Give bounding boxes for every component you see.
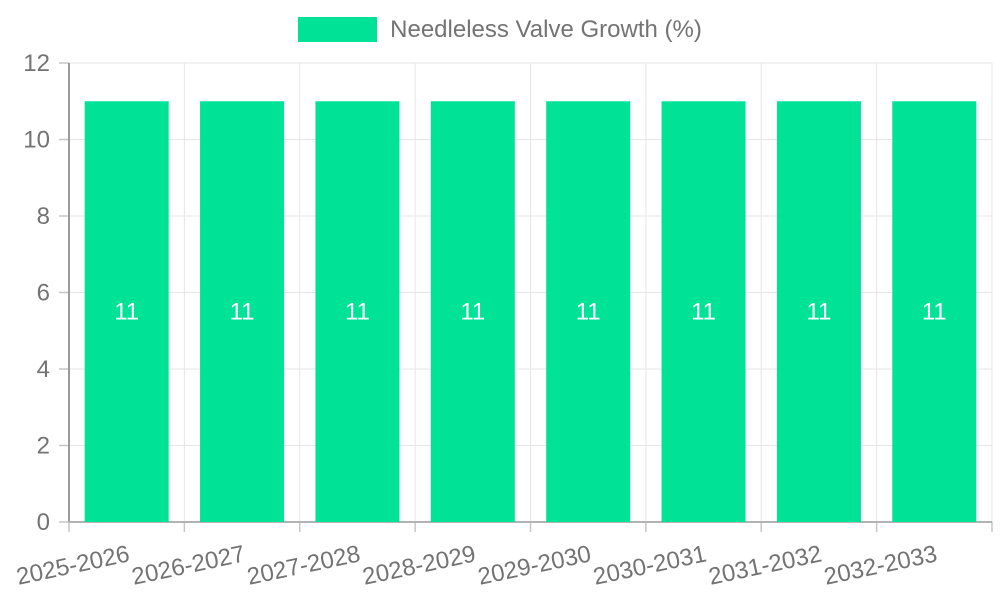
bar[interactable] — [200, 101, 285, 522]
bar[interactable] — [84, 101, 169, 522]
y-axis-tick-label: 10 — [23, 127, 50, 154]
bar-value-label: 11 — [691, 299, 716, 326]
bar-value-label: 11 — [230, 299, 255, 326]
bar-value-label: 11 — [806, 299, 831, 326]
x-axis-tick-label: 2031-2032 — [706, 540, 824, 590]
legend-swatch — [298, 17, 378, 42]
y-axis-tick-label: 4 — [37, 356, 50, 383]
chart-legend[interactable]: Needleless Valve Growth (%) — [0, 17, 1000, 42]
bar[interactable] — [892, 101, 977, 522]
x-axis-tick-label: 2029-2030 — [476, 540, 594, 590]
bar[interactable] — [661, 101, 746, 522]
bar[interactable] — [430, 101, 515, 522]
bar[interactable] — [546, 101, 631, 522]
x-axis-tick-label: 2030-2031 — [591, 540, 709, 590]
x-axis-tick-label: 2032-2033 — [822, 540, 940, 590]
bar[interactable] — [315, 101, 400, 522]
y-axis-tick-label: 6 — [37, 280, 50, 307]
x-axis-tick-label: 2026-2027 — [129, 540, 247, 590]
x-axis-tick-label: 2027-2028 — [245, 540, 363, 590]
x-axis-tick-label: 2028-2029 — [360, 540, 478, 590]
y-axis-tick-label: 8 — [37, 203, 50, 230]
bar[interactable] — [776, 101, 861, 522]
y-axis-tick-label: 12 — [23, 50, 50, 77]
y-axis-tick-label: 2 — [37, 433, 50, 460]
legend-label: Needleless Valve Growth (%) — [390, 16, 702, 43]
bar-value-label: 11 — [345, 299, 370, 326]
bar-value-label: 11 — [114, 299, 139, 326]
bar-value-label: 11 — [576, 299, 601, 326]
bar-value-label: 11 — [460, 299, 485, 326]
x-axis-tick-label: 2025-2026 — [14, 540, 132, 590]
bar-value-label: 11 — [922, 299, 947, 326]
y-axis-tick-label: 0 — [37, 509, 50, 536]
